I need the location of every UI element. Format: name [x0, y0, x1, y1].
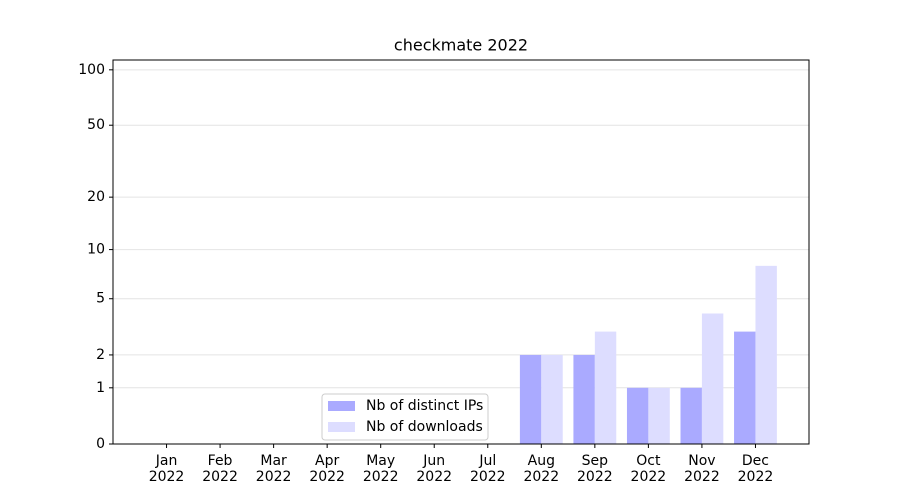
bar [648, 387, 670, 444]
bar [519, 354, 542, 444]
x-tick-label: Sep 2022 [577, 453, 613, 485]
chart-title: checkmate 2022 [394, 36, 528, 55]
x-tick-label: Feb 2022 [202, 453, 238, 485]
x-tick-label: May 2022 [362, 453, 399, 485]
y-tick-label: 50 [87, 117, 105, 133]
x-tick-label: Oct 2022 [630, 453, 667, 485]
y-tick-label: 2 [96, 347, 105, 363]
bar [734, 331, 756, 444]
bar [626, 387, 649, 444]
x-tick-label: Mar 2022 [255, 453, 292, 485]
legend-label: Nb of distinct IPs [366, 398, 483, 414]
legend-swatch [328, 422, 355, 432]
x-tick-label: Jun 2022 [416, 453, 453, 485]
x-tick-label: Dec 2022 [737, 453, 774, 485]
y-tick-label: 10 [87, 242, 105, 258]
x-tick-label: Aug 2022 [523, 453, 560, 485]
y-tick-label: 1 [96, 380, 105, 396]
y-tick-label: 5 [96, 291, 105, 307]
bar [701, 313, 724, 444]
legend-label: Nb of downloads [366, 419, 483, 435]
y-tick-label: 20 [87, 189, 105, 205]
legend-swatch [328, 401, 355, 411]
x-tick-label: Apr 2022 [309, 453, 345, 485]
bar [755, 265, 777, 444]
x-tick-label: Nov 2022 [684, 453, 720, 485]
legend-box [321, 393, 489, 441]
y-tick-label: 100 [78, 62, 105, 78]
axes-frame [112, 59, 810, 445]
bar [573, 354, 595, 444]
y-tick-label: 0 [96, 436, 105, 452]
x-tick-label: Jan 2022 [148, 453, 185, 485]
x-tick-label: Jul 2022 [469, 453, 506, 485]
bar [680, 387, 702, 444]
bar [594, 331, 617, 444]
bar [541, 354, 563, 444]
